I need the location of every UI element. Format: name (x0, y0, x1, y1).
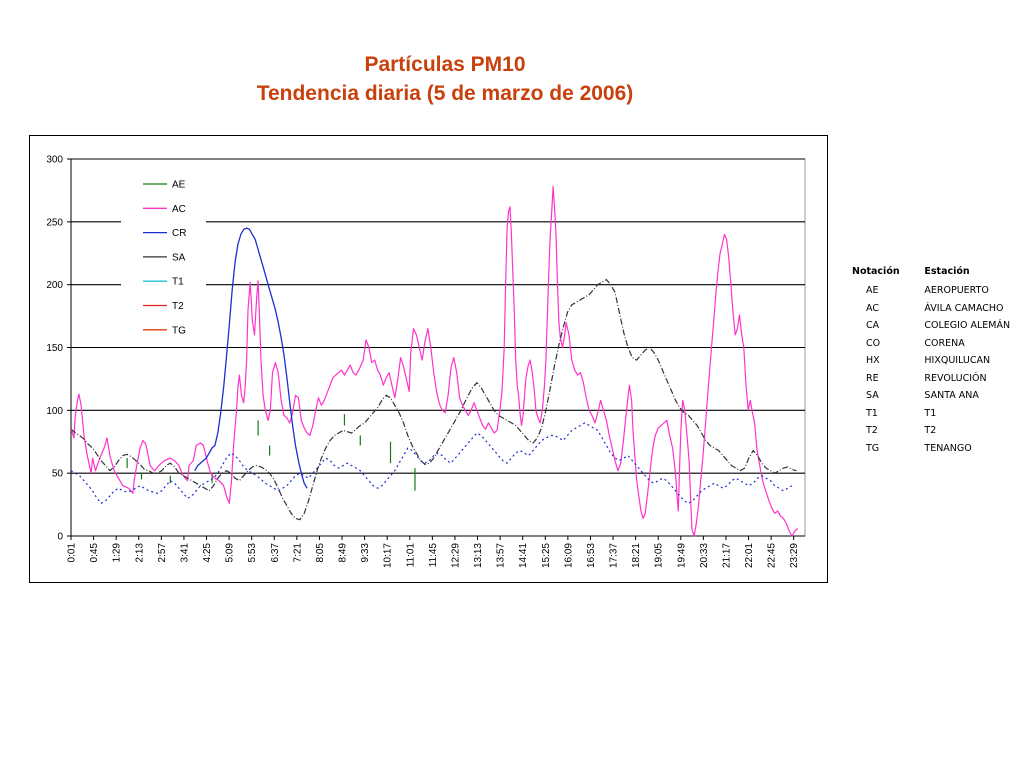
key-notation: CO (866, 337, 881, 349)
x-tick-label: 20:33 (699, 543, 710, 568)
key-station: ÁVILA CAMACHO (924, 302, 1004, 314)
chart-title-line1: Partículas PM10 (364, 53, 526, 76)
key-notation: AC (866, 302, 879, 314)
key-station: COLEGIO ALEMÁN (924, 320, 1011, 332)
key-station: AEROPUERTO (924, 285, 989, 297)
key-row: SA SANTA ANA (850, 387, 1024, 405)
key-row: AE AEROPUERTO (850, 282, 1024, 300)
legend-label-AC: AC (172, 204, 186, 215)
key-header-station: Estación (924, 266, 970, 277)
x-tick-label: 17:37 (609, 543, 620, 568)
key-notation: RE (866, 372, 879, 384)
x-tick-label: 16:53 (586, 543, 597, 568)
key-station: T2 (924, 425, 937, 437)
x-tick-label: 18:21 (631, 543, 642, 568)
y-tick-label: 50 (52, 469, 64, 480)
x-tick-label: 4:25 (202, 543, 213, 563)
x-tick-label: 15:25 (541, 543, 552, 568)
x-tick-label: 8:49 (338, 543, 349, 563)
key-notation: TG (866, 442, 880, 454)
x-tick-label: 6:37 (270, 543, 281, 563)
x-tick-label: 3:41 (179, 543, 190, 563)
x-tick-label: 5:09 (225, 543, 236, 563)
key-row: T2 T2 (850, 422, 1024, 440)
x-tick-label: 2:13 (134, 543, 145, 563)
y-tick-label: 150 (46, 343, 63, 354)
key-station: TENANGO (924, 442, 972, 454)
key-row: CO CORENA (850, 335, 1024, 353)
legend-label-AE: AE (172, 180, 186, 191)
x-tick-label: 10:17 (383, 543, 394, 568)
y-tick-label: 0 (57, 532, 63, 543)
series-line-SA (70, 279, 797, 521)
x-tick-label: 11:45 (428, 543, 439, 568)
x-tick-label: 1:29 (112, 543, 123, 563)
key-row: HX HIXQUILUCAN (850, 352, 1024, 370)
series-line-AC (70, 186, 799, 537)
key-row: T1 T1 (850, 405, 1024, 423)
legend-label-T2: T2 (172, 301, 184, 312)
chart-title: Partículas PM10 Tendencia diaria (5 de m… (0, 50, 890, 108)
key-row: CA COLEGIO ALEMÁN (850, 317, 1024, 335)
x-tick-label: 7:21 (292, 543, 303, 563)
x-tick-label: 14:41 (518, 543, 529, 568)
y-tick-label: 300 (46, 155, 63, 166)
x-tick-label: 9:33 (360, 543, 371, 563)
x-tick-label: 5:53 (247, 543, 258, 563)
key-row: TG TENANGO (850, 440, 1024, 458)
key-notation: HX (866, 355, 880, 367)
legend-label-TG: TG (172, 325, 186, 336)
x-tick-label: 16:09 (563, 543, 574, 568)
x-tick-label: 19:49 (676, 543, 687, 568)
key-station: REVOLUCIÓN (924, 372, 987, 384)
key-station: CORENA (924, 337, 965, 349)
line-chart: 0 50 100 150 200 250 300 0:01 0:45 1:29 2:13 2:57 3:… (46, 155, 806, 568)
key-notation: AE (866, 285, 879, 297)
series-line-CR (194, 227, 308, 489)
key-header-notation: Notación (852, 266, 900, 277)
legend-label-T1: T1 (172, 277, 184, 288)
chart-title-line2: Tendencia diaria (5 de marzo de 2006) (256, 82, 634, 105)
x-tick-label: 13:13 (473, 543, 484, 568)
x-tick-label: 21:17 (721, 543, 732, 568)
x-tick-label: 12:29 (450, 543, 461, 568)
x-tick-label: 23:29 (789, 543, 800, 568)
key-row: AC ÁVILA CAMACHO (850, 300, 1024, 318)
x-tick-label: 22:01 (744, 543, 755, 568)
legend-label-SA: SA (172, 252, 186, 263)
key-notation: SA (866, 390, 879, 402)
key-row: RE REVOLUCIÓN (850, 370, 1024, 388)
x-tick-label: 0:45 (89, 543, 100, 563)
y-tick-label: 250 (46, 217, 63, 228)
x-tick-label: 0:01 (67, 543, 78, 563)
x-tick-label: 22:45 (767, 543, 778, 568)
key-notation: T2 (866, 425, 878, 437)
x-tick-label: 19:05 (654, 543, 665, 568)
x-tick-label: 2:57 (157, 543, 168, 563)
key-station: SANTA ANA (924, 390, 979, 402)
chart-area: 0 50 100 150 200 250 300 0:01 0:45 1:29 2:13 2:57 3:… (29, 135, 828, 583)
y-tick-label: 100 (46, 406, 63, 417)
x-tick-label: 13:57 (496, 543, 507, 568)
y-tick-label: 200 (46, 280, 63, 291)
key-notation: CA (866, 320, 880, 332)
station-key-table: Notación Estación AE AEROPUERTO AC ÁVILA CA… (850, 266, 1024, 457)
x-tick-label: 11:01 (405, 543, 416, 568)
key-notation: T1 (866, 407, 878, 419)
legend-label-CR: CR (172, 228, 186, 239)
x-tick-label: 8:05 (315, 543, 326, 563)
key-station: HIXQUILUCAN (924, 355, 991, 367)
series-line-unnamed-7 (70, 422, 793, 504)
key-station: T1 (924, 407, 937, 419)
